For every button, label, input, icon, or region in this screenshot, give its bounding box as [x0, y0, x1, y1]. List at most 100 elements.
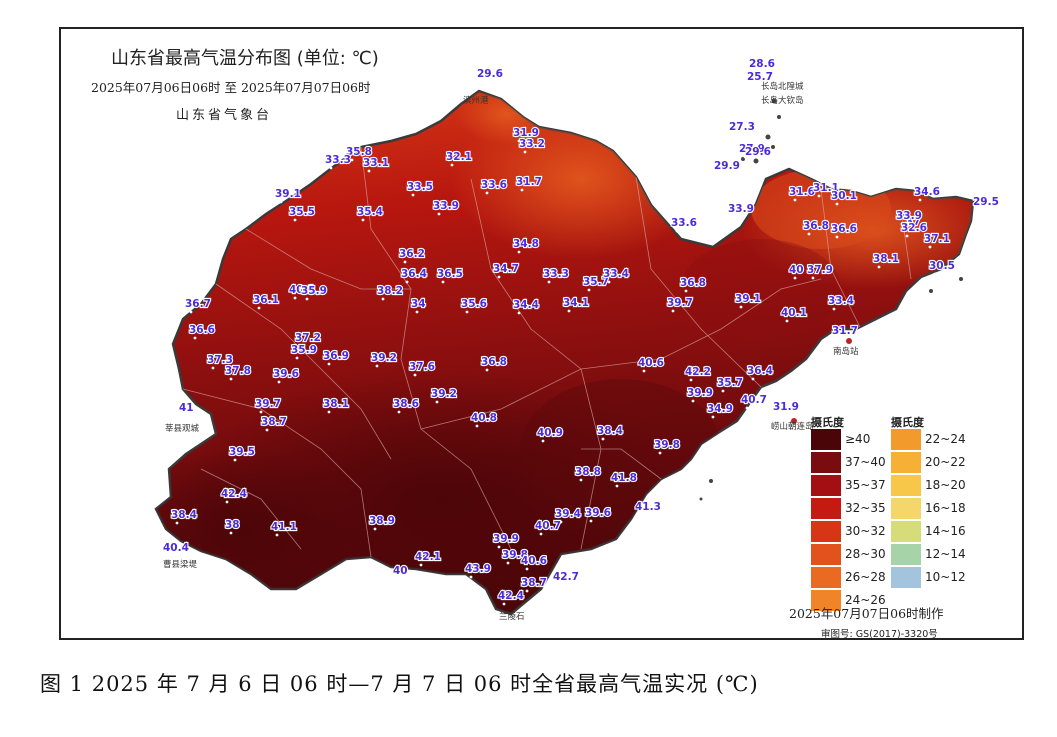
station-value: 33.1 — [363, 157, 389, 169]
station-value: 37.1 — [924, 233, 950, 245]
legend-right-swatch — [891, 521, 921, 542]
legend-title-right: 摄氏度 — [891, 416, 924, 429]
station-dot — [375, 364, 379, 368]
station-dot — [753, 70, 757, 74]
station-value: 40.1 — [289, 284, 315, 296]
station-dot — [403, 260, 407, 264]
station-dot — [739, 305, 743, 309]
station-value: 41.8 — [611, 472, 637, 484]
station-name-liangdi: 曹县梁堤 — [163, 559, 198, 570]
station-value: 38.2 — [377, 285, 403, 297]
station-value: 38 — [225, 519, 240, 531]
legend-left-swatch — [811, 590, 841, 611]
station-value: 37.6 — [409, 361, 435, 373]
station-value: 39.2 — [371, 352, 397, 364]
legend-right-label: 14~16 — [925, 524, 966, 538]
legend-right-label: 10~12 — [925, 570, 966, 584]
station-dot — [559, 520, 563, 524]
legend-left-swatch — [811, 521, 841, 542]
station-name-lanlingshi: 兰陵石 — [499, 611, 525, 622]
legend-left-swatch — [811, 452, 841, 473]
legend-left-swatch — [811, 475, 841, 496]
station-value: 40 — [393, 565, 408, 577]
station-value: 40.1 — [781, 307, 807, 319]
station-value: 38.9 — [369, 515, 395, 527]
station-value: 41.1 — [271, 521, 297, 533]
station-dot — [684, 289, 688, 293]
station-dot — [225, 500, 229, 504]
legend-left-swatch — [811, 498, 841, 519]
station-dot — [65, 32, 69, 36]
station-value: 27.3 — [729, 121, 755, 133]
station-value: 41.3 — [635, 501, 661, 513]
station-value: 38.4 — [171, 509, 197, 521]
legend-right-swatch — [891, 567, 921, 588]
station-dot — [411, 193, 415, 197]
temperature-map: 29.628.625.731.731.94140.442.427.327.929… — [61, 29, 1000, 622]
station-dot — [189, 310, 193, 314]
station-value: 31.7 — [832, 325, 858, 337]
station-dot — [751, 83, 755, 87]
station-dot — [295, 356, 299, 360]
station-dot — [836, 337, 840, 341]
station-value: 38.1 — [873, 253, 899, 265]
legend-right-label: 16~18 — [925, 501, 966, 515]
station-dot — [502, 602, 506, 606]
station-dot — [373, 527, 377, 531]
station-dot — [607, 280, 611, 284]
station-dot — [293, 218, 297, 222]
map-title: 山东省最高气温分布图 (单位: ℃) — [111, 48, 379, 69]
station-dot — [435, 400, 439, 404]
station-value: 40.7 — [741, 394, 767, 406]
station-dot — [525, 589, 529, 593]
map-frame: 29.6 28.6 25.7 31.7 31.9 41 40.4 42.4 27.3 27.9 29… — [59, 27, 1024, 640]
station-dot — [506, 561, 510, 565]
station-dot — [835, 202, 839, 206]
station-value: 42.4 — [221, 488, 247, 500]
station-value: 31.9 — [773, 401, 799, 413]
station-name-nandaozhan: 南岛站 — [833, 346, 859, 357]
station-value: 39.6 — [273, 368, 299, 380]
station-dot — [615, 484, 619, 488]
legend-right-label: 18~20 — [925, 478, 966, 492]
station-value: 34 — [411, 298, 426, 310]
station-dot — [642, 369, 646, 373]
station-dot — [485, 191, 489, 195]
station-value: 42.4 — [498, 590, 524, 602]
station-value: 34.9 — [707, 403, 733, 415]
station-dot — [233, 458, 237, 462]
station-value: 38.4 — [597, 425, 623, 437]
station-name-guancheng: 莘县观城 — [165, 423, 200, 434]
station-value: 39.4 — [555, 508, 581, 520]
station-value: 29.6 — [477, 68, 503, 80]
station-value: 42.7 — [553, 571, 579, 583]
station-value: 36.4 — [747, 365, 773, 377]
station-value: 39.1 — [735, 293, 761, 305]
station-dot — [329, 166, 333, 170]
station-dot — [745, 406, 749, 410]
map-subtitle: 2025年07月06日06时 至 2025年07月07日06时 — [91, 80, 371, 95]
station-value: 35.4 — [357, 206, 383, 218]
legend-left-label: 24~26 — [845, 593, 886, 607]
station-dot — [639, 513, 643, 517]
station-dot — [523, 150, 527, 154]
legend-right-swatch — [891, 544, 921, 565]
station-value: 41 — [179, 402, 194, 414]
station-dot — [835, 235, 839, 239]
station-dot — [793, 276, 797, 280]
station-dot — [793, 198, 797, 202]
station-dot — [405, 280, 409, 284]
station-dot — [547, 280, 551, 284]
station-value: 36.2 — [399, 248, 425, 260]
station-dot — [437, 212, 441, 216]
legend-title-left: 摄氏度 — [811, 416, 844, 429]
station-dot — [381, 297, 385, 301]
legend-right-swatch — [891, 475, 921, 496]
station-dot — [497, 545, 501, 549]
station-value: 39.7 — [667, 297, 693, 309]
station-dot — [539, 532, 543, 536]
station-value: 31.6 — [789, 186, 815, 198]
station-value: 33.6 — [481, 179, 507, 191]
station-value: 34.1 — [563, 297, 589, 309]
station-value: 34.6 — [914, 186, 940, 198]
